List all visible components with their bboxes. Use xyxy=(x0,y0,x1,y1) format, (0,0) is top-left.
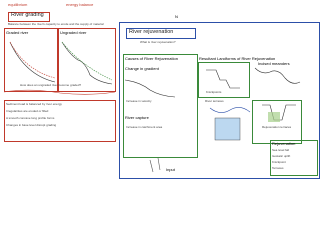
title-box xyxy=(8,12,50,22)
heading: Resultant Landforms of River Rejuvenatio… xyxy=(199,56,276,61)
question: What is river rejuvenation? xyxy=(140,40,176,44)
notes-box xyxy=(4,100,116,142)
diagram-label: Ungraded river xyxy=(60,30,87,35)
subheading: Rejuvenation xyxy=(272,141,296,146)
section-title: River rejuvenation xyxy=(129,28,174,35)
note-line: A smooth concave long profile forms xyxy=(6,116,55,120)
summary-line: Sea level fall xyxy=(272,148,290,152)
worksheet: equilibrium energy balance River grading… xyxy=(3,2,320,179)
note-line: Irregularities are eroded or filled xyxy=(6,109,49,113)
page-marker: N xyxy=(175,14,178,19)
caption: How does an ungraded river become graded… xyxy=(20,83,82,87)
landform-box xyxy=(198,62,250,98)
note-line: Changes in base level disrupt grading xyxy=(6,123,57,127)
sketches xyxy=(3,41,301,173)
diagram-box xyxy=(58,28,116,92)
question: Balance between the river's capacity to … xyxy=(8,22,104,26)
note-line: Sediment load is balanced by river energ… xyxy=(6,102,62,106)
causes-box xyxy=(123,54,198,158)
summary-line: Terraces xyxy=(272,166,284,170)
summary-box xyxy=(270,140,318,176)
landform-box xyxy=(252,100,302,144)
section-title: River grading xyxy=(11,12,44,18)
diagram-label: Graded river xyxy=(6,30,29,35)
summary-line: Knickpoint xyxy=(272,160,286,164)
landform-label: Rejuvenation terraces xyxy=(262,125,292,129)
diagram-box xyxy=(4,28,58,92)
summary-line: Isostatic uplift xyxy=(272,154,291,158)
subheading: Increase in velocity xyxy=(126,99,152,103)
handwritten-note: equilibrium xyxy=(8,2,28,7)
note-line: Increase in catchment area xyxy=(126,125,163,129)
handwritten-note: energy balance xyxy=(66,2,94,7)
landform-label: River terraces xyxy=(205,99,224,103)
subheading: River capture xyxy=(125,115,149,120)
heading: Causes of River Rejuvenation xyxy=(125,56,178,61)
landform-label: Knickpoints xyxy=(206,90,222,94)
landform-label: Incised meanders xyxy=(258,61,290,66)
handwritten-note: Input xyxy=(166,167,175,172)
title-box xyxy=(126,28,196,39)
subheading: Change in gradient xyxy=(125,66,159,71)
